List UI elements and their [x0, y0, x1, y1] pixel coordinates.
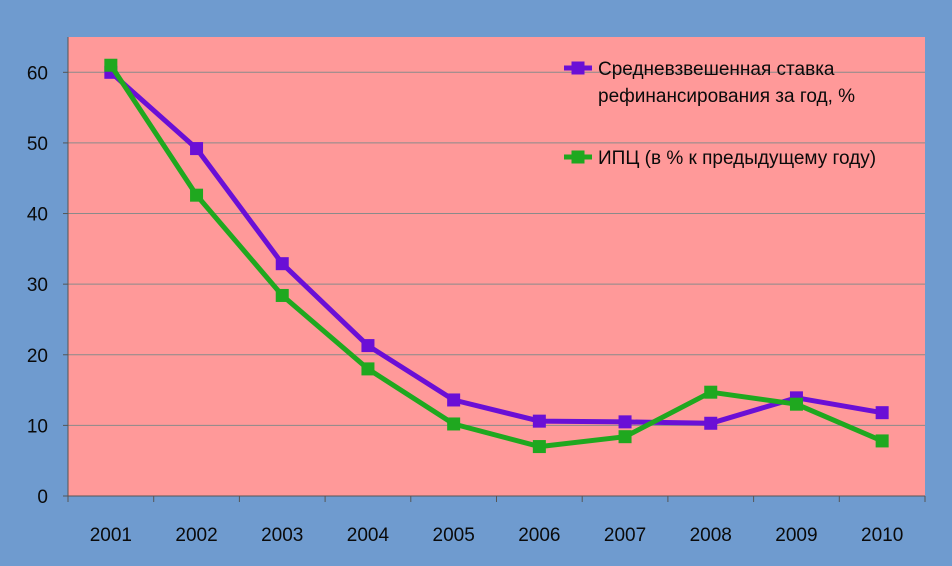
- data-point: [704, 385, 718, 399]
- x-tick-label: 2010: [861, 525, 903, 546]
- x-tick-label: 2001: [90, 525, 132, 546]
- y-tick-label: 0: [37, 487, 48, 508]
- data-point: [104, 58, 118, 72]
- legend-label: рефинансирования за год, %: [598, 86, 855, 107]
- y-tick-label: 60: [27, 63, 48, 84]
- data-point: [618, 430, 632, 444]
- x-tick-label: 2009: [775, 525, 817, 546]
- y-tick-label: 50: [27, 134, 48, 155]
- data-point: [190, 188, 204, 202]
- legend: Средневзвешенная ставка рефинансирования …: [564, 59, 876, 169]
- y-tick-label: 40: [27, 205, 48, 226]
- data-point: [789, 397, 803, 411]
- x-tick-label: 2006: [518, 525, 560, 546]
- data-point: [190, 142, 204, 156]
- data-point: [532, 440, 546, 454]
- data-point: [275, 288, 289, 302]
- data-point: [875, 406, 889, 420]
- y-tick-label: 20: [27, 346, 48, 367]
- data-point: [447, 417, 461, 431]
- data-point: [275, 257, 289, 271]
- data-point: [618, 415, 632, 429]
- data-point: [532, 414, 546, 428]
- legend-label: ИПЦ (в % к предыдущему году): [598, 148, 876, 169]
- x-tick-label: 2007: [604, 525, 646, 546]
- x-tick-label: 2005: [433, 525, 475, 546]
- legend-marker-1: [571, 61, 585, 75]
- x-tick-label: 2004: [347, 525, 390, 546]
- x-tick-label: 2008: [690, 525, 732, 546]
- data-point: [361, 362, 375, 376]
- data-point: [875, 434, 889, 448]
- legend-label: Средневзвешенная ставка: [598, 59, 835, 80]
- series-group: [104, 58, 889, 454]
- x-tick-label: 2003: [261, 525, 303, 546]
- x-axis: 2001 2002 2003 2004 2005 2006 2007 2008 2009 2010: [67, 495, 926, 546]
- series-line-1: [108, 69, 885, 426]
- data-point: [361, 339, 375, 353]
- x-tick-label: 2002: [175, 525, 217, 546]
- y-tick-label: 30: [27, 275, 48, 296]
- data-point: [447, 393, 461, 407]
- plot-area: [68, 37, 925, 496]
- y-tick-label: 10: [27, 416, 48, 437]
- y-axis: 0 10 20 30 40 50 60: [27, 37, 69, 508]
- series-line-2: [108, 62, 885, 450]
- data-point: [704, 416, 718, 430]
- legend-marker-2: [571, 150, 585, 164]
